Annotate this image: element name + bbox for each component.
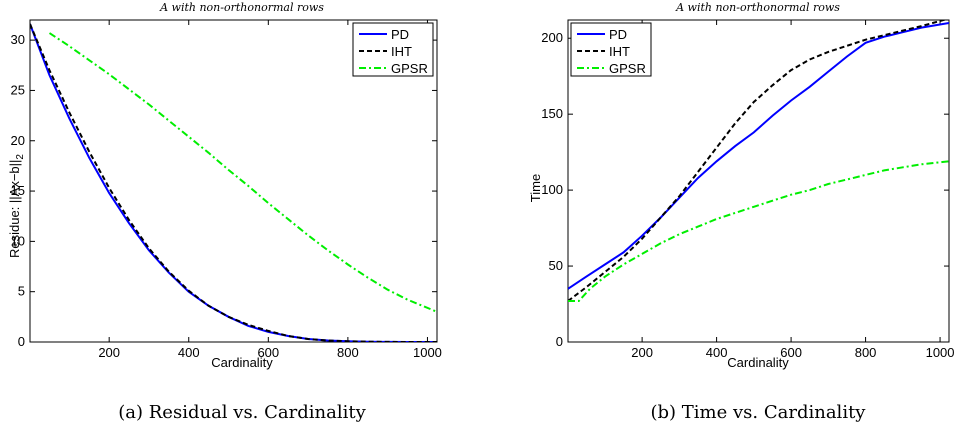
chart-b-ylabel: Time <box>528 174 543 202</box>
chart-a-title: A with non-orthonormal rows <box>159 1 324 14</box>
chart-b-legend <box>570 22 652 77</box>
chart-a-ylabel-subscript: 2 <box>15 154 26 160</box>
chart-a-ytick-label: 15 <box>11 183 25 198</box>
chart-a-legend-label-pd: PD <box>391 27 409 42</box>
chart-b-xtick-label: 600 <box>780 345 802 360</box>
chart-a-series-gpsr <box>48 32 437 313</box>
chart-b-caption: (b) Time vs. Cardinality <box>651 402 867 423</box>
chart-a-ylabel: Residue: ||Ax−b||2 <box>7 154 26 258</box>
chart-a-legend-label-iht: IHT <box>391 44 412 59</box>
chart-b-series-gpsr <box>568 160 949 302</box>
chart-a-legend <box>352 22 434 77</box>
chart-a-caption: (a) Residual vs. Cardinality <box>118 402 366 423</box>
chart-b-legend-label-gpsr: GPSR <box>609 61 646 76</box>
chart-b-xtick-label: 200 <box>631 345 653 360</box>
chart-a-legend-label-gpsr: GPSR <box>391 61 428 76</box>
chart-a-ylabel-main: Residue: ||Ax−b|| <box>7 160 22 258</box>
chart-b-xtick-label: 800 <box>855 345 877 360</box>
chart-a-xtick-label: 200 <box>98 345 120 360</box>
chart-a-xtick-label: 800 <box>337 345 359 360</box>
chart-a-xlabel: Cardinality <box>211 355 273 370</box>
chart-b-plot: 200 400 600 800 1000 0 50 100 150 200 PD IHT GPSR <box>541 19 955 360</box>
chart-b-legend-label-iht: IHT <box>609 44 630 59</box>
chart-b-ytick-label: 50 <box>549 258 563 273</box>
chart-a-ytick-label: 0 <box>18 334 25 349</box>
chart-a-xtick-label: 1000 <box>413 345 442 360</box>
chart-a-ytick-label: 20 <box>11 133 25 148</box>
chart-b-ytick-label: 100 <box>541 182 563 197</box>
chart-a-ytick-label: 10 <box>11 233 25 248</box>
chart-b-ytick-label: 200 <box>541 30 563 45</box>
chart-b: A with non-orthonormal rows 200 400 600 800… <box>528 1 955 423</box>
chart-b-ytick-label: 0 <box>556 334 563 349</box>
chart-b-xtick-label: 400 <box>706 345 728 360</box>
chart-b-xtick-label: 1000 <box>926 345 955 360</box>
chart-b-series-pd <box>568 22 949 290</box>
chart-a-xtick-label: 400 <box>178 345 200 360</box>
chart-b-title: A with non-orthonormal rows <box>675 1 840 14</box>
chart-a-ytick-label: 25 <box>11 82 25 97</box>
chart-a-ytick-label: 5 <box>18 284 25 299</box>
chart-a-plot: 200 400 600 800 1000 0 5 10 15 20 25 30 PD IHT GPSR <box>11 19 442 360</box>
chart-b-legend-label-pd: PD <box>609 27 627 42</box>
chart-a-ytick-label: 30 <box>11 32 25 47</box>
chart-a-xtick-label: 600 <box>257 345 279 360</box>
chart-a: A with non-orthonormal rows 200 400 600 800… <box>7 1 442 423</box>
chart-b-ytick-label: 150 <box>541 106 563 121</box>
chart-b-xlabel: Cardinality <box>727 355 789 370</box>
chart-a-series-iht <box>30 23 437 342</box>
chart-b-series-iht <box>568 20 948 302</box>
